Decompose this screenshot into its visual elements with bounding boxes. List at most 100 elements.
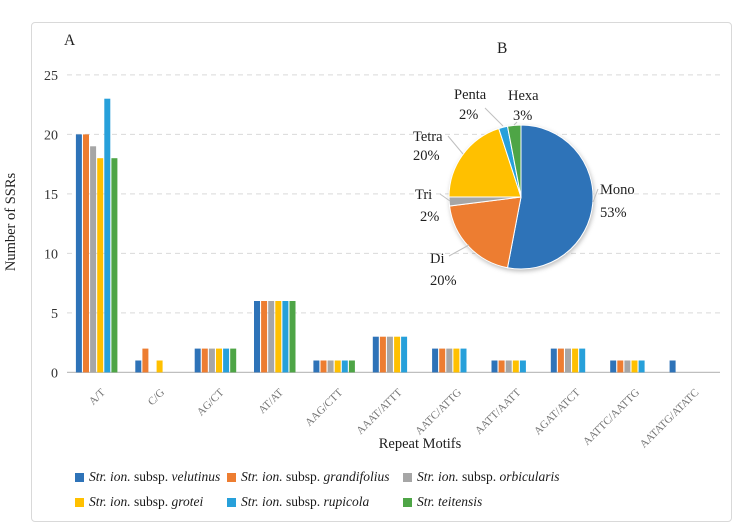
pie-slice-hexa — [506, 124, 522, 198]
y-tick-label: 20 — [44, 128, 58, 143]
bar — [617, 360, 624, 373]
pie-slices — [448, 124, 594, 270]
bar — [498, 360, 505, 373]
bar — [401, 336, 408, 373]
x-tick-label: AAAT/ATTT — [354, 386, 405, 437]
bar — [610, 360, 617, 373]
bar — [230, 348, 237, 373]
leader-line — [439, 193, 451, 202]
bar — [557, 348, 564, 373]
bar — [104, 98, 111, 373]
legend-label: Str. ion. subsp. rupicola — [241, 494, 370, 509]
legend-swatch — [227, 498, 236, 507]
y-tick-label: 15 — [44, 188, 58, 203]
bar — [327, 360, 334, 373]
pie-label-name: Mono — [600, 182, 635, 198]
bar — [341, 360, 348, 373]
bars — [75, 98, 676, 373]
leader-line — [448, 244, 470, 257]
gridlines — [67, 74, 720, 373]
bar — [453, 348, 460, 373]
x-tick-label: AATC/ATTG — [413, 387, 464, 438]
legend-item: Str. teitensis — [403, 494, 482, 510]
legend-label: Str. ion. subsp. grandifolius — [241, 469, 390, 484]
bar — [208, 348, 215, 373]
bar — [512, 360, 519, 373]
bar — [565, 348, 571, 373]
bar — [505, 360, 512, 373]
bar — [669, 360, 676, 373]
pie-slice-tetra — [448, 127, 522, 198]
y-axis-title: Number of SSRs — [3, 173, 19, 272]
x-tick-label: AG/CT — [195, 386, 227, 418]
pie-leader-lines — [439, 107, 599, 257]
leader-line — [447, 135, 464, 155]
bar — [320, 360, 327, 373]
bar — [223, 348, 230, 373]
bar — [348, 360, 355, 373]
bar — [372, 336, 379, 373]
legend-item: Str. ion. subsp. velutinus — [75, 469, 220, 485]
legend-item: Str. ion. subsp. grandifolius — [227, 469, 390, 485]
pie-label-pct: 2% — [420, 209, 439, 225]
bar — [216, 348, 222, 373]
pie-label-pct: 20% — [413, 148, 440, 164]
bar — [201, 348, 208, 373]
bar — [460, 348, 467, 373]
bar — [638, 360, 645, 373]
pie-slice-labels: Mono 53% Di 20% Tri 2% Tetra 20% Penta 2% Hexa 3% — [413, 87, 635, 289]
bar — [550, 348, 557, 373]
bar — [624, 360, 631, 373]
bar — [142, 348, 149, 373]
pie-label-pct: 2% — [459, 107, 478, 123]
legend-swatch — [227, 473, 236, 482]
x-tick-label: AGAT/ATCT — [532, 386, 583, 437]
y-axis-ticks: 0 5 10 15 20 25 — [44, 69, 58, 381]
y-tick-label: 0 — [51, 366, 58, 381]
bar — [572, 348, 579, 373]
bar — [631, 360, 638, 373]
legend-swatch — [403, 498, 412, 507]
bar — [83, 134, 89, 373]
bar — [379, 336, 386, 373]
bar — [90, 146, 97, 373]
y-tick-label: 25 — [44, 69, 58, 84]
bar — [394, 336, 401, 373]
bar — [432, 348, 439, 373]
bar — [97, 158, 104, 373]
legend-item: Str. ion. subsp. grotei — [75, 494, 203, 510]
x-tick-label: A/T — [87, 386, 108, 407]
bar — [439, 348, 446, 373]
x-tick-label: AT/AT — [256, 386, 286, 416]
legend-swatch — [75, 473, 84, 482]
x-tick-label: AAG/CTT — [303, 386, 345, 428]
y-tick-label: 10 — [44, 247, 58, 262]
pie-label-pct: 20% — [430, 273, 457, 289]
pie-label-name: Tetra — [413, 129, 443, 145]
pie-label-pct: 3% — [513, 108, 532, 124]
bar — [313, 360, 320, 373]
bar — [386, 336, 393, 373]
bar — [156, 360, 163, 373]
bar — [579, 348, 586, 373]
pie-slice-di — [449, 196, 522, 269]
x-tick-label: C/G — [146, 387, 167, 408]
pie-label-name: Penta — [454, 87, 487, 103]
legend-swatch — [403, 473, 412, 482]
bar — [111, 158, 118, 373]
bar — [289, 301, 296, 373]
leader-line — [513, 121, 518, 126]
legend-item: Str. ion. subsp. orbicularis — [403, 469, 560, 485]
bar — [194, 348, 201, 373]
leader-line — [592, 188, 599, 203]
bar — [491, 360, 498, 373]
pie-chart: B Mono 53% Di 20% Tri 2% Tetra 20% Penta 2% Hexa 3% — [413, 40, 635, 289]
bar — [275, 301, 282, 373]
bar — [261, 301, 268, 373]
legend-label: Str. teitensis — [417, 494, 483, 509]
panel-b-label: B — [497, 40, 507, 57]
bar — [446, 348, 453, 373]
x-tick-label: AATTC/AATTG — [581, 387, 642, 448]
